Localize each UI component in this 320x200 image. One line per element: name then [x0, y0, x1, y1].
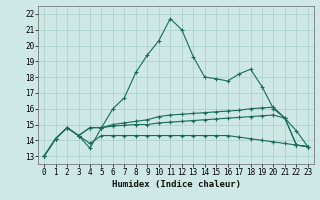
X-axis label: Humidex (Indice chaleur): Humidex (Indice chaleur) — [111, 180, 241, 189]
